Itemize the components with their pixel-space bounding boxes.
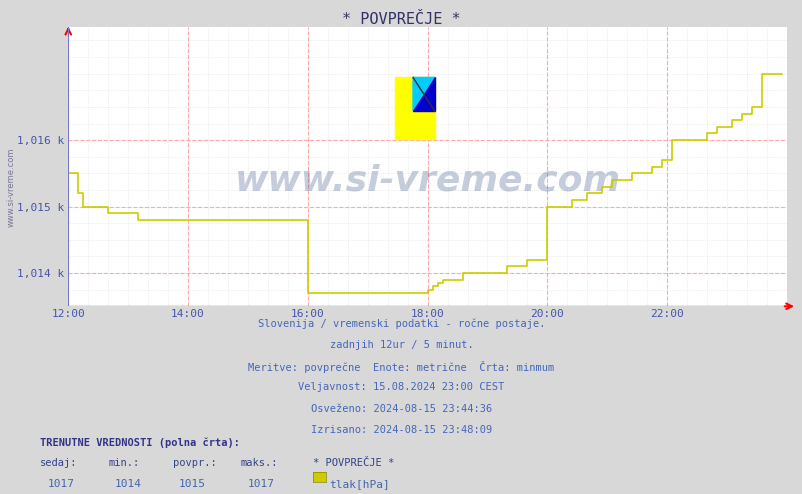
Text: Veljavnost: 15.08.2024 23:00 CEST: Veljavnost: 15.08.2024 23:00 CEST: [298, 382, 504, 392]
Text: www.si-vreme.com: www.si-vreme.com: [234, 164, 620, 198]
Text: zadnjih 12ur / 5 minut.: zadnjih 12ur / 5 minut.: [329, 340, 473, 350]
Text: * POVPREČJE *: * POVPREČJE *: [313, 458, 394, 468]
Text: www.si-vreme.com: www.si-vreme.com: [6, 148, 15, 227]
Text: Izrisano: 2024-08-15 23:48:09: Izrisano: 2024-08-15 23:48:09: [310, 425, 492, 435]
Text: sedaj:: sedaj:: [40, 458, 78, 468]
Text: Meritve: povprečne  Enote: metrične  Črta: minmum: Meritve: povprečne Enote: metrične Črta:…: [248, 361, 554, 373]
Bar: [395, 78, 434, 139]
Text: tlak[hPa]: tlak[hPa]: [329, 479, 390, 489]
Text: 1017: 1017: [48, 479, 75, 489]
Text: 1017: 1017: [247, 479, 274, 489]
Text: TRENUTNE VREDNOSTI (polna črta):: TRENUTNE VREDNOSTI (polna črta):: [40, 437, 240, 448]
Text: 1015: 1015: [179, 479, 206, 489]
Text: Osveženo: 2024-08-15 23:44:36: Osveženo: 2024-08-15 23:44:36: [310, 404, 492, 413]
Text: Slovenija / vremenski podatki - ročne postaje.: Slovenija / vremenski podatki - ročne po…: [257, 319, 545, 329]
Text: * POVPREČJE *: * POVPREČJE *: [342, 12, 460, 27]
Text: 1014: 1014: [115, 479, 142, 489]
Text: povpr.:: povpr.:: [172, 458, 216, 468]
Text: maks.:: maks.:: [241, 458, 278, 468]
Text: min.:: min.:: [108, 458, 140, 468]
Polygon shape: [412, 78, 434, 111]
Polygon shape: [412, 78, 434, 111]
